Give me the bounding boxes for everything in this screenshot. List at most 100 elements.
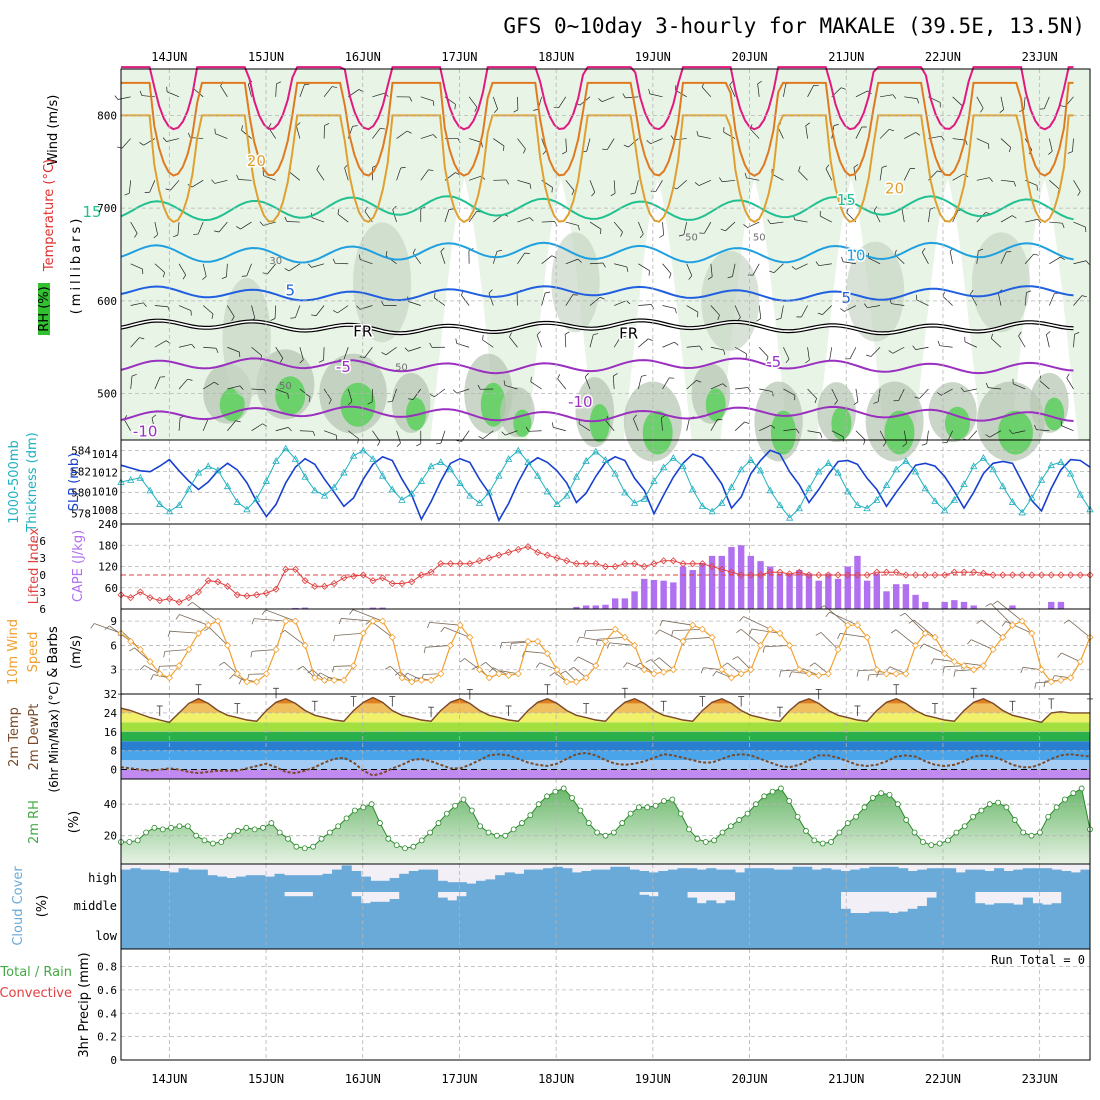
- wind-barb: [434, 297, 446, 306]
- wind-barb-flag: [536, 331, 541, 336]
- wind10m-barb-flag: [1043, 681, 1046, 688]
- wind-barb-flag: [980, 107, 984, 113]
- thickness-point: [1057, 458, 1065, 465]
- wind10m-barb: [164, 649, 189, 652]
- temp-tick-label: 24: [104, 707, 118, 720]
- rh-point: [143, 829, 149, 836]
- cloud-bar-low: [946, 920, 957, 949]
- cloud-bar-high: [466, 883, 477, 892]
- wind-barb: [154, 340, 167, 348]
- precip-total-label: Total / Rain: [0, 965, 72, 980]
- lifted-index-point: [786, 570, 794, 578]
- cloud-bar-middle: [466, 892, 477, 920]
- wind-barb-flag: [1034, 424, 1037, 430]
- thickness-point: [572, 472, 581, 480]
- wind-barb-flag: [912, 345, 916, 350]
- cloud-bar-middle: [869, 911, 880, 920]
- temp-tick-label: 0: [110, 764, 117, 777]
- cloud-bar-middle: [351, 896, 362, 920]
- wind-barb: [710, 346, 724, 351]
- thickness-point: [398, 496, 406, 503]
- pressure-tick-label: 800: [97, 109, 117, 122]
- thickness-point: [291, 455, 300, 462]
- wind10m-barb-flag: [489, 667, 494, 673]
- date-label-bottom: 19JUN: [635, 1072, 671, 1086]
- wind-barb: [734, 346, 747, 354]
- wind-speed-point: [601, 637, 610, 645]
- wind10m-barb-flag: [762, 646, 765, 653]
- cloud-bar-high: [332, 869, 343, 892]
- wind-speed-point: [253, 678, 261, 686]
- lifted-index-point: [214, 578, 222, 586]
- cloud-bar-high: [188, 869, 199, 892]
- wind-barb-flag: [533, 109, 539, 111]
- wind-barb: [316, 169, 325, 181]
- rh-point: [727, 823, 734, 830]
- wind-barb-flag: [571, 190, 575, 196]
- thickness-point: [805, 484, 813, 492]
- cloud-bar-middle: [830, 892, 842, 920]
- wind-barb: [493, 138, 505, 147]
- wind-barb: [359, 305, 373, 310]
- cape-bar: [737, 545, 745, 609]
- date-label-top: 16JUN: [345, 50, 381, 64]
- wind-barb-flag: [564, 331, 570, 335]
- temp-band: [121, 769, 1090, 779]
- cape-bar: [650, 579, 658, 609]
- wind-barb: [203, 346, 217, 349]
- lifted-index-point: [146, 594, 154, 602]
- wind10m-barb-flag: [204, 627, 210, 632]
- cape-bar: [621, 598, 629, 609]
- wind-barb: [177, 222, 180, 236]
- wind-barb-flag: [525, 426, 529, 432]
- cloud-bar-high: [1051, 869, 1062, 892]
- wind10m-barb-flag: [739, 616, 744, 622]
- wind-speed-point: [921, 629, 929, 637]
- cloud-bar-low: [418, 920, 429, 949]
- wind-barb-flag: [455, 338, 458, 344]
- wind-barb: [732, 263, 736, 277]
- wind-barb-flag: [623, 144, 629, 148]
- cloud-bar-low: [130, 920, 141, 949]
- wind-barb: [541, 221, 555, 223]
- cloud-bar-low: [293, 920, 304, 949]
- thickness-point: [718, 499, 726, 506]
- lifted-index-point: [1057, 571, 1065, 579]
- wind-barb-flag: [892, 94, 897, 99]
- rh-point: [435, 820, 442, 826]
- cloud-bar-high: [667, 869, 678, 892]
- lifted-index-point: [718, 565, 726, 573]
- wind-speed-point: [262, 670, 270, 678]
- lifted-index-point: [853, 571, 862, 579]
- wind-barb-flag: [412, 248, 416, 254]
- wind10m-barb-flag: [815, 632, 822, 636]
- wind10m-barb: [650, 659, 664, 673]
- wind-barb: [723, 131, 736, 139]
- cape-bar: [573, 606, 580, 609]
- cloud-bar-middle: [974, 903, 985, 920]
- isotherm-label: 20: [247, 152, 266, 170]
- wind-barb: [614, 263, 627, 268]
- lifted-index-point: [679, 560, 687, 568]
- wind10m-barb-flag: [549, 672, 555, 677]
- thickness-point: [223, 482, 232, 490]
- wind-barb-flag: [482, 334, 484, 340]
- cape-bar: [582, 605, 590, 609]
- lifted-index-point: [466, 560, 474, 568]
- wind-barb: [337, 305, 349, 314]
- cloud-bar-low: [1013, 920, 1024, 949]
- lifted-index-point: [563, 557, 571, 565]
- wind-barb: [898, 388, 905, 401]
- wind-barb: [855, 126, 863, 139]
- thickness-point: [214, 466, 222, 474]
- wind-barb-flag: [503, 380, 506, 386]
- wind-barb-flag: [894, 249, 897, 255]
- cloud-bar-low: [226, 920, 237, 949]
- thickness-point: [785, 513, 794, 521]
- cloud-bar-low: [821, 920, 832, 949]
- wind-barb-flag: [328, 399, 332, 405]
- rh-point: [869, 794, 876, 801]
